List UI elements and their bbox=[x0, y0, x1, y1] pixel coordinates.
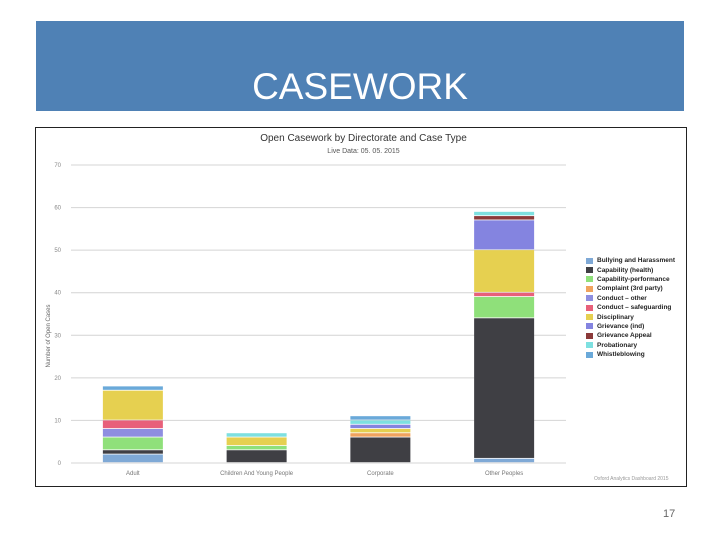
x-tick-label: Corporate bbox=[367, 471, 394, 477]
bar-segment bbox=[474, 211, 535, 216]
bar-segment bbox=[350, 420, 411, 424]
bar-segment bbox=[474, 250, 535, 292]
y-tick-label: 50 bbox=[54, 248, 61, 254]
bar-segment bbox=[474, 318, 535, 458]
bar-segment bbox=[474, 220, 535, 250]
y-tick-label: 0 bbox=[58, 461, 62, 467]
bar-segment bbox=[350, 433, 411, 437]
legend-swatch bbox=[586, 332, 593, 339]
legend-label: Grievance (ind) bbox=[597, 322, 645, 330]
bar-segment bbox=[102, 386, 163, 390]
y-tick-label: 70 bbox=[54, 163, 61, 169]
bar-segment bbox=[474, 458, 535, 463]
y-tick-label: 10 bbox=[54, 418, 61, 424]
legend-swatch bbox=[586, 257, 593, 264]
legend-label: Bullying and Harassment bbox=[597, 257, 676, 265]
legend-label: Disciplinary bbox=[597, 313, 634, 321]
bar-segment bbox=[102, 450, 163, 454]
chart-container: 0 10 20 30 40 50 60 70 Adult Children And Young P… bbox=[35, 127, 687, 487]
legend-label: Complaint (3rd party) bbox=[597, 285, 663, 293]
legend-item: Complaint (3rd party) bbox=[586, 284, 675, 293]
bar-segment bbox=[474, 296, 535, 318]
legend-swatch bbox=[586, 323, 593, 330]
legend-swatch bbox=[586, 267, 593, 274]
legend-item: Probationary bbox=[586, 341, 675, 350]
legend-label: Probationary bbox=[597, 341, 638, 349]
bar-segment bbox=[350, 416, 411, 420]
bar-segment bbox=[226, 450, 287, 463]
bar-segment bbox=[226, 437, 287, 446]
x-tick-label: Other Peoples bbox=[485, 471, 523, 477]
legend-swatch bbox=[586, 342, 593, 349]
legend-label: Grievance Appeal bbox=[597, 332, 652, 340]
bar-segment bbox=[102, 420, 163, 429]
legend-label: Conduct – other bbox=[597, 294, 647, 302]
y-tick-label: 30 bbox=[54, 333, 61, 339]
bar-segment bbox=[474, 292, 535, 297]
y-tick-label: 20 bbox=[54, 376, 61, 382]
bar-segment bbox=[102, 428, 163, 437]
legend-swatch bbox=[586, 276, 593, 283]
x-tick-label: Adult bbox=[126, 471, 140, 477]
legend-swatch bbox=[586, 304, 593, 311]
legend-label: Whistleblowing bbox=[597, 351, 645, 359]
bar-segment bbox=[226, 445, 287, 450]
legend-item: Conduct – other bbox=[586, 294, 675, 303]
legend-swatch bbox=[586, 295, 593, 302]
legend-item: Capability-performance bbox=[586, 275, 675, 284]
chart-title: Open Casework by Directorate and Case Ty… bbox=[260, 133, 467, 144]
chart-legend: Bullying and Harassment Capability (healt… bbox=[586, 256, 675, 359]
bar-segment bbox=[350, 437, 411, 463]
legend-item: Disciplinary bbox=[586, 312, 675, 321]
bar-segment bbox=[102, 454, 163, 463]
legend-item: Whistleblowing bbox=[586, 350, 675, 359]
legend-label: Conduct – safeguarding bbox=[597, 304, 672, 312]
y-tick-label: 40 bbox=[54, 291, 61, 297]
x-tick-label: Children And Young People bbox=[220, 471, 294, 477]
page-number: 17 bbox=[663, 508, 676, 520]
chart-subtitle: Live Data: 05. 05. 2015 bbox=[327, 148, 400, 155]
bar-segment bbox=[350, 428, 411, 433]
slide-header: CASEWORK bbox=[36, 21, 684, 111]
legend-item: Bullying and Harassment bbox=[586, 256, 675, 265]
bar-segment bbox=[474, 216, 535, 220]
legend-label: Capability-performance bbox=[597, 275, 670, 283]
legend-swatch bbox=[586, 351, 593, 358]
legend-item: Capability (health) bbox=[586, 265, 675, 274]
bar-segment bbox=[102, 437, 163, 450]
legend-label: Capability (health) bbox=[597, 266, 654, 274]
legend-item: Conduct – safeguarding bbox=[586, 303, 675, 312]
legend-swatch bbox=[586, 285, 593, 292]
legend-item: Grievance (ind) bbox=[586, 322, 675, 331]
y-tick-label: 60 bbox=[54, 206, 61, 212]
bar-segment bbox=[226, 433, 287, 437]
y-axis-label: Number of Open Cases bbox=[46, 304, 52, 368]
slide-title: CASEWORK bbox=[252, 66, 468, 107]
chart-plot: 0 10 20 30 40 50 60 70 Adult Children And Young P… bbox=[54, 163, 566, 477]
legend-item: Grievance Appeal bbox=[586, 331, 675, 340]
chart-credit: Oxford Analytics Dashboard 2015 bbox=[594, 476, 669, 482]
bar-segment bbox=[102, 390, 163, 420]
bar-segment bbox=[350, 424, 411, 429]
legend-swatch bbox=[586, 314, 593, 321]
